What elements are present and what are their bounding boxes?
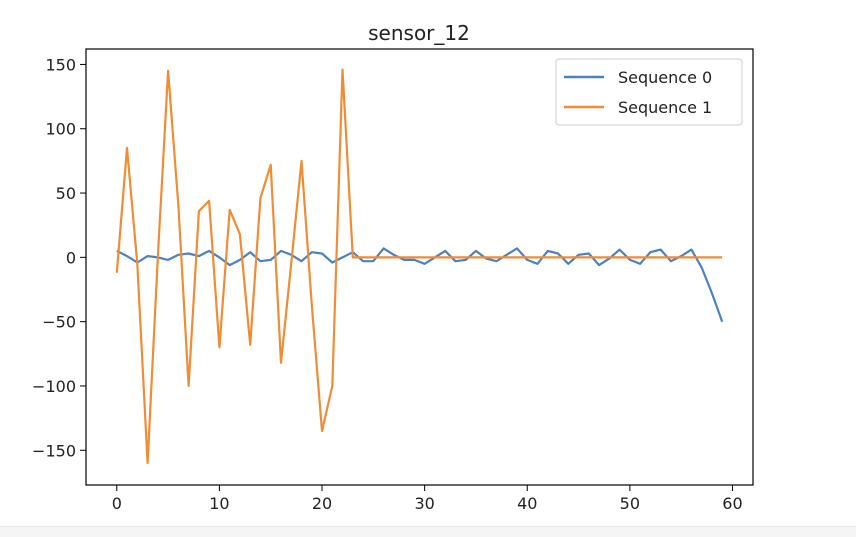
chart-title: sensor_12	[368, 21, 470, 45]
series-line-0	[116, 247, 724, 323]
plot-area	[85, 48, 754, 486]
x-tick-label: 60	[722, 494, 742, 513]
series-layer	[115, 68, 724, 465]
x-axis: 0 10 20 30 40 50 60	[112, 485, 743, 513]
axes-frame	[85, 48, 754, 486]
window-bottom-strip	[0, 526, 856, 537]
x-tick-label: 30	[414, 494, 434, 513]
y-tick-label: −100	[32, 377, 76, 396]
x-tick-label: 40	[517, 494, 537, 513]
legend-label-1: Sequence 1	[618, 98, 712, 117]
y-axis: −150 −100 −50 0 50 100 150	[32, 55, 86, 460]
x-tick-label: 0	[112, 494, 122, 513]
series-line-1	[115, 68, 723, 465]
y-tick-label: 50	[56, 184, 76, 203]
legend-label-0: Sequence 0	[618, 68, 712, 87]
y-tick-label: −150	[32, 441, 76, 460]
y-tick-label: 150	[45, 55, 76, 74]
y-tick-label: −50	[42, 313, 76, 332]
x-tick-label: 50	[620, 494, 640, 513]
y-tick-label: 100	[45, 120, 76, 139]
x-tick-label: 10	[209, 494, 229, 513]
legend-box	[555, 58, 743, 126]
y-tick-label: 0	[66, 248, 76, 267]
legend: Sequence 0 Sequence 1	[555, 58, 743, 126]
x-tick-label: 20	[312, 494, 332, 513]
